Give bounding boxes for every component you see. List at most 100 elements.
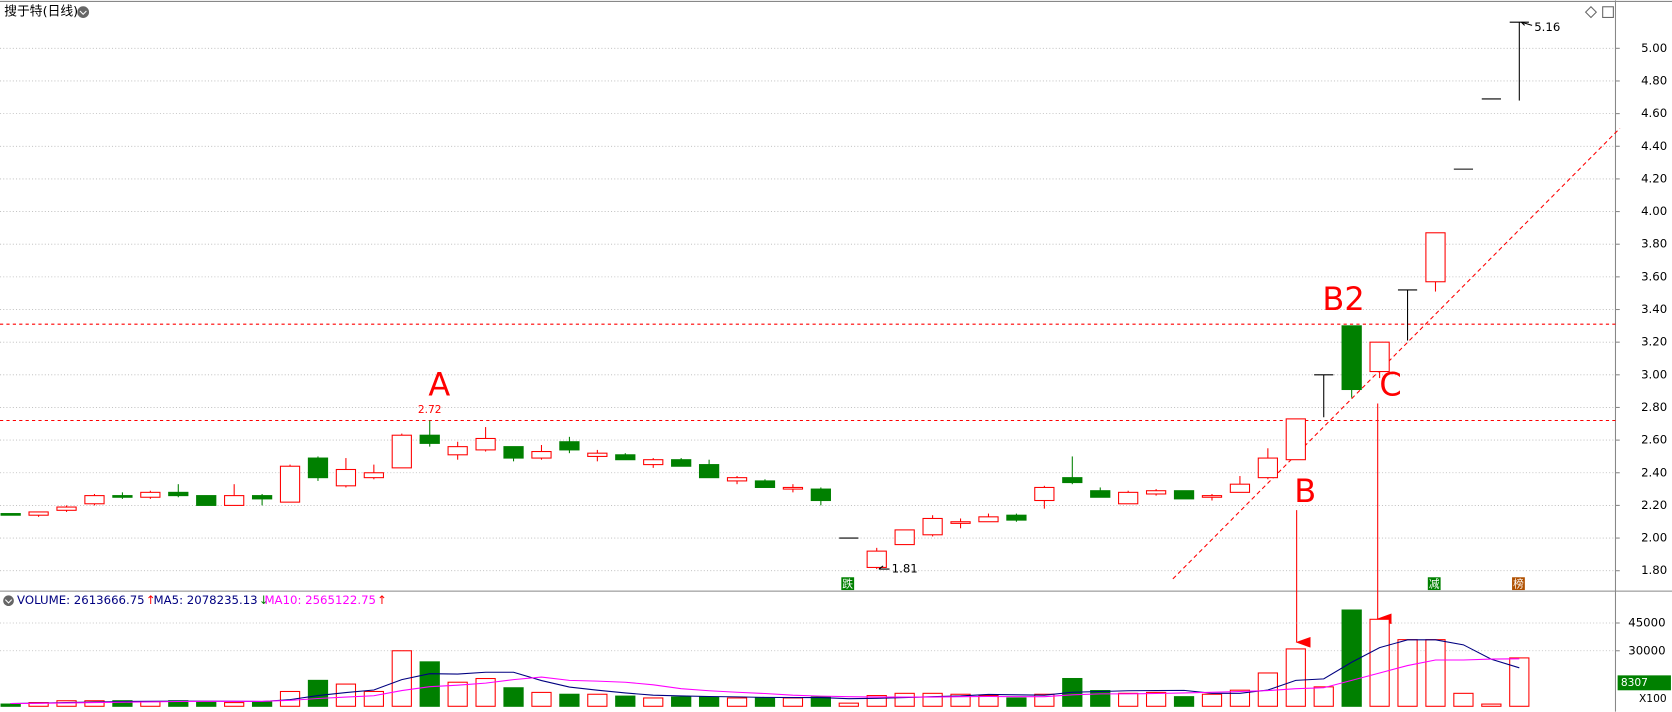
volume-bar: [112, 700, 133, 707]
event-marker: [1512, 577, 1525, 591]
volume-bar: [1145, 691, 1167, 707]
menu-icon[interactable]: [77, 6, 90, 18]
candle-body: [28, 511, 49, 516]
event-marker-label: 减: [1429, 578, 1440, 591]
annotation: B: [1294, 472, 1316, 510]
legend-arrow: ↓: [259, 593, 269, 607]
volume-bar: [1229, 689, 1251, 707]
candle-body: [1369, 341, 1390, 373]
candle-body: [1425, 232, 1446, 283]
cursor-value: 8307: [1621, 676, 1648, 689]
min-pointer: [878, 565, 890, 570]
candle-body: [810, 488, 831, 502]
volume-bar: [447, 681, 468, 707]
candle-body: [726, 477, 748, 482]
volume-menu-icon[interactable]: [3, 595, 14, 607]
y-tick-label: 3.60: [1641, 269, 1667, 283]
diamond-icon[interactable]: [1584, 6, 1598, 19]
candle-body: [1090, 490, 1111, 498]
candle-body: [447, 446, 468, 456]
candle-body: [1034, 486, 1055, 502]
candle-body: [866, 550, 887, 568]
volume-bar: [196, 701, 217, 707]
candle-body: [84, 495, 105, 505]
y-tick-label: 45000: [1628, 615, 1665, 629]
window-icon[interactable]: [1602, 6, 1614, 18]
volume-bar: [84, 700, 105, 707]
event-marker-label: 榜: [1513, 578, 1524, 591]
y-tick-label: 2.60: [1641, 433, 1667, 447]
volume-bar: [866, 695, 887, 707]
volume-bar: [1006, 697, 1027, 707]
candle-body: [978, 516, 999, 523]
annotation: A: [428, 365, 450, 403]
candle-body: [698, 464, 720, 479]
volume-bar: [643, 697, 664, 707]
candle-body: [419, 434, 440, 444]
candle-body: [559, 441, 580, 451]
legend-entry: VOLUME: 2613666.75: [17, 593, 145, 607]
y-tick-label: 5.00: [1641, 41, 1667, 55]
volume-bar: [475, 677, 496, 707]
ma-line: [10, 658, 1520, 705]
volume-bar: [419, 661, 440, 707]
volume-bar: [251, 701, 273, 707]
candle-body: [503, 446, 524, 459]
candle-body: [587, 452, 608, 457]
candle-body: [782, 486, 804, 490]
candle-body: [335, 468, 357, 487]
volume-bar: [1285, 648, 1306, 707]
y-tick-label: 2.80: [1641, 400, 1667, 414]
volume-bar: [503, 687, 524, 707]
volume-bar: [1201, 693, 1223, 707]
volume-bar: [1173, 696, 1195, 707]
volume-bar: [1090, 690, 1111, 707]
volume-bar: [1397, 639, 1418, 707]
max-pointer: [1521, 21, 1533, 26]
legend-entry: MA10: 2565122.75: [264, 593, 376, 607]
candle-body: [1229, 483, 1251, 493]
volume-bar: [1425, 639, 1446, 707]
candle-body: [168, 491, 189, 497]
y-tick-label: 3.80: [1641, 237, 1667, 251]
candle-body: [643, 459, 664, 466]
volume-bar: [559, 693, 580, 707]
trend-line: [1172, 127, 1621, 580]
volume-bar: [1118, 692, 1139, 707]
candle-body: [196, 495, 217, 506]
volume-bar: [1313, 686, 1334, 707]
cursor-box: [1617, 675, 1671, 691]
candle-body: [140, 491, 161, 498]
candle-body: [1062, 477, 1083, 484]
annotation: C: [1379, 365, 1401, 403]
volume-bar: [363, 690, 384, 707]
volume-bar: [671, 696, 692, 707]
candle-body: [224, 495, 245, 506]
volume-bar: [782, 697, 804, 707]
event-marker-label: 跌: [842, 578, 853, 591]
y-tick-label: 3.40: [1641, 302, 1667, 316]
volume-bar: [615, 695, 636, 707]
volume-bar: [950, 693, 971, 707]
volume-bar: [1509, 657, 1530, 707]
chart-title: 搜于特(日线): [4, 5, 78, 20]
candle-body: [531, 451, 552, 459]
y-tick-label: 4.60: [1641, 106, 1667, 120]
y-tick-label: 4.20: [1641, 171, 1667, 185]
candle-body: [307, 457, 329, 479]
min-label: 1.81: [892, 562, 918, 576]
candle-body: [1173, 490, 1195, 500]
y-tick-label: 3.00: [1641, 367, 1667, 381]
volume-unit: X100: [1639, 692, 1667, 705]
volume-bar: [1453, 692, 1474, 707]
candle-body: [1341, 325, 1362, 391]
volume-bar: [1369, 618, 1390, 707]
y-tick-label: 4.80: [1641, 73, 1667, 87]
volume-bar: [698, 696, 720, 707]
legend-arrow: ↑: [377, 593, 387, 607]
candle-body: [391, 434, 412, 469]
candle-body: [1118, 491, 1139, 505]
